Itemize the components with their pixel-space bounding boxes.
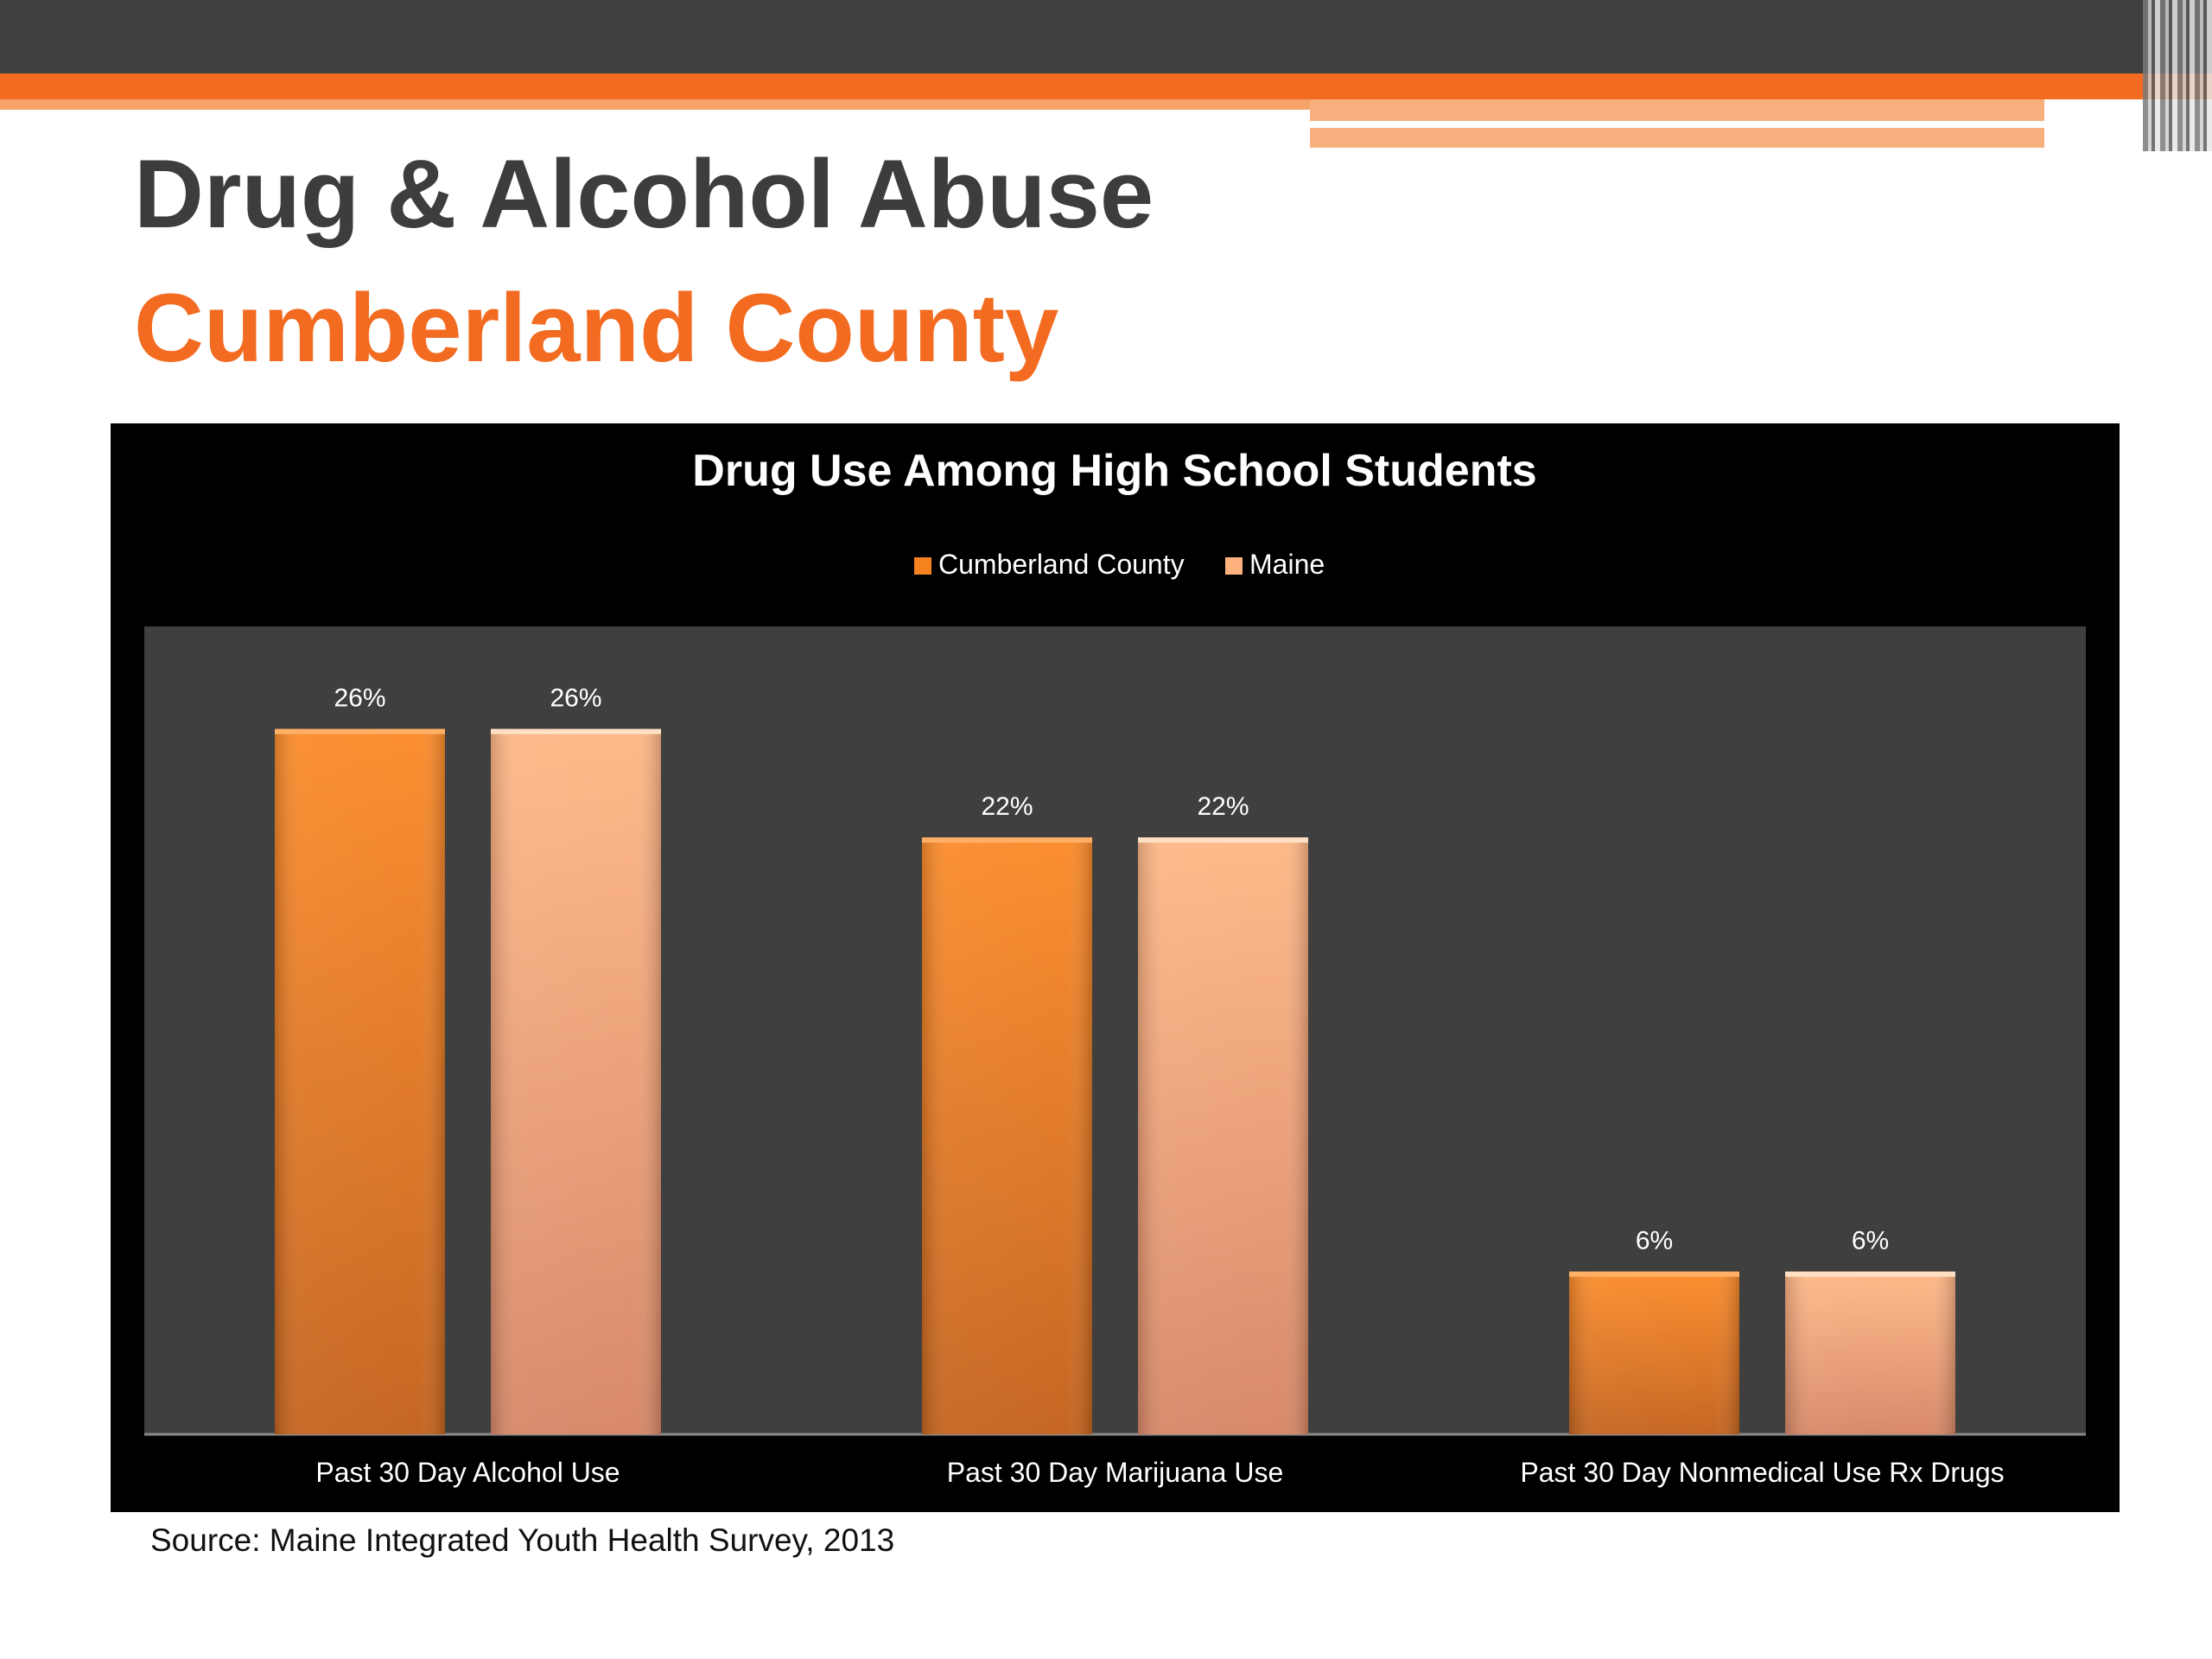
plot-area — [144, 626, 2086, 1434]
legend-swatch-cumberland — [914, 557, 931, 575]
bar-shading-1-0 — [491, 728, 661, 1434]
data-label-1-2: 6% — [1852, 1227, 1889, 1255]
data-label-0-1: 22% — [981, 792, 1033, 821]
category-label-0: Past 30 Day Alcohol Use — [315, 1457, 620, 1488]
data-label-0-2: 6% — [1636, 1227, 1673, 1255]
bar-shading-0-0 — [275, 728, 445, 1434]
bar-top-highlight-1-2 — [1785, 1271, 1955, 1277]
accent-stripe — [0, 73, 2212, 99]
legend-label-maine: Maine — [1249, 549, 1325, 580]
bar-top-highlight-0-0 — [275, 728, 445, 734]
bar-shading-1-2 — [1785, 1271, 1955, 1434]
legend-label-cumberland: Cumberland County — [938, 549, 1185, 580]
data-label-1-0: 26% — [550, 684, 601, 713]
bar-top-highlight-0-2 — [1569, 1271, 1739, 1277]
bar-shading-0-2 — [1569, 1271, 1739, 1434]
chart-title: Drug Use Among High School Students — [692, 446, 1536, 496]
bar-top-highlight-0-1 — [922, 837, 1092, 843]
header-bar — [0, 0, 2212, 73]
data-label-0-0: 26% — [334, 684, 385, 713]
bar-top-highlight-1-0 — [491, 728, 661, 734]
edge-decoration — [2143, 0, 2212, 151]
slide-subtitle: Cumberland County — [134, 274, 1059, 382]
bar-shading-0-1 — [922, 837, 1092, 1434]
source-note: Source: Maine Integrated Youth Health Su… — [150, 1522, 895, 1558]
data-label-1-1: 22% — [1197, 792, 1249, 821]
bar-chart: Drug Use Among High School Students Cumb… — [144, 446, 2086, 1488]
bar-shading-1-1 — [1138, 837, 1308, 1434]
accent-stripe-right-line — [1310, 121, 2044, 128]
accent-stripe-thin — [0, 99, 1310, 110]
slide-title: Drug & Alcohol Abuse — [134, 140, 1154, 248]
category-label-2: Past 30 Day Nonmedical Use Rx Drugs — [1520, 1457, 2004, 1488]
legend-swatch-maine — [1225, 557, 1243, 575]
chart-container: Drug Use Among High School Students Cumb… — [111, 423, 2120, 1512]
bar-top-highlight-1-1 — [1138, 837, 1308, 843]
legend: Cumberland County Maine — [914, 549, 1325, 580]
category-label-1: Past 30 Day Marijuana Use — [947, 1457, 1284, 1488]
